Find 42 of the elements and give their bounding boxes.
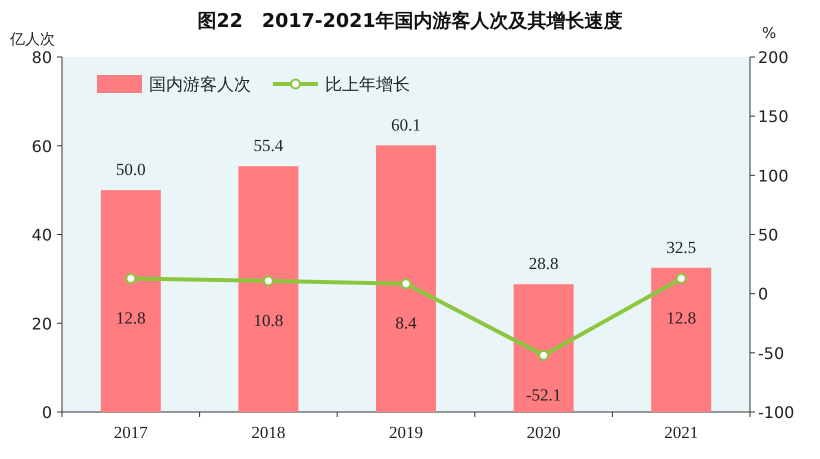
- point: [400, 278, 412, 290]
- data-label: 55.4: [254, 136, 284, 156]
- y2-tick-label: 150: [758, 107, 789, 126]
- point: [262, 275, 274, 286]
- y2-tick-label: -50: [758, 344, 784, 363]
- y-axis-title: 亿人次: [9, 30, 55, 48]
- point: [538, 350, 550, 361]
- data-label: -52.1: [526, 385, 562, 404]
- y-tick-label: 80: [32, 48, 52, 67]
- legend-label: 国内游客人次: [149, 75, 251, 95]
- chart-title: 图22 2017-2021年国内游客人次及其增长速度: [197, 10, 623, 32]
- legend-label: 比上年增长: [325, 75, 410, 95]
- y2-tick-label: 50: [758, 226, 778, 244]
- data-label: 28.8: [528, 254, 558, 274]
- y2-tick-label: 0: [758, 284, 768, 304]
- data-label: 12.8: [666, 308, 696, 328]
- bar: [514, 284, 574, 412]
- bar: [238, 166, 298, 412]
- y-tick-label: 20: [32, 314, 52, 334]
- bar: [100, 190, 161, 412]
- x-tick-label: 2019: [389, 423, 423, 442]
- data-label: 10.8: [254, 310, 284, 330]
- y2-tick-label: 200: [758, 48, 789, 67]
- x-tick-label: 2021: [664, 423, 698, 442]
- data-label: 32.5: [666, 238, 696, 257]
- y-tick-label: 60: [32, 136, 52, 156]
- y2-axis-title: %: [762, 24, 776, 42]
- y2-tick-label: 100: [758, 166, 789, 186]
- bar: [376, 145, 436, 412]
- point: [125, 273, 136, 284]
- y-tick-label: 0: [42, 403, 52, 422]
- x-tick-label: 2018: [251, 423, 286, 442]
- x-tick-label: 2020: [526, 423, 561, 442]
- x-tick-label: 2017: [114, 423, 148, 442]
- bar: [651, 268, 712, 412]
- point: [676, 273, 687, 284]
- data-label: 50.0: [116, 160, 146, 180]
- y2-tick-label: -100: [758, 403, 794, 422]
- y-tick-label: 40: [32, 226, 52, 244]
- data-label: 12.8: [116, 308, 146, 328]
- data-label: 60.1: [391, 115, 421, 134]
- data-label: 8.4: [395, 314, 418, 333]
